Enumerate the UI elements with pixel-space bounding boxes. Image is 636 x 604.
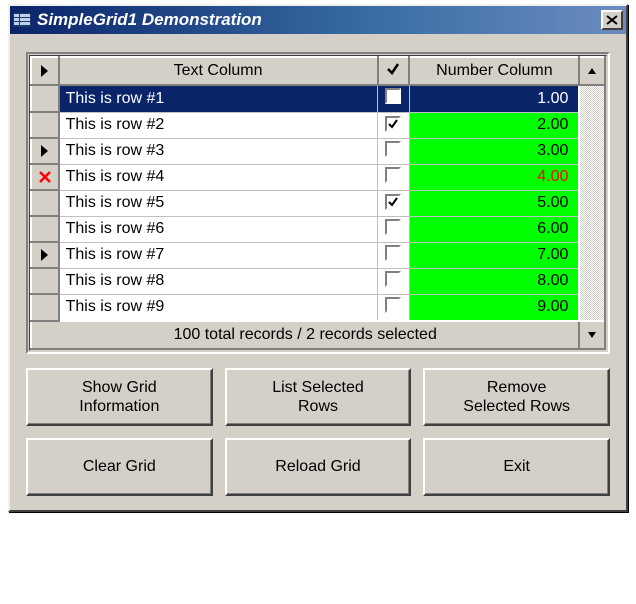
check-cell[interactable]: [378, 190, 410, 216]
scrollbar-track[interactable]: [579, 216, 605, 242]
number-cell[interactable]: 4.00: [409, 164, 579, 190]
row-checkbox[interactable]: [385, 194, 401, 210]
number-cell[interactable]: 2.00: [409, 112, 579, 138]
table-row[interactable]: This is row #4 4.00: [31, 164, 605, 190]
exit-button[interactable]: Exit: [423, 438, 610, 496]
text-cell[interactable]: This is row #5: [59, 190, 378, 216]
number-cell[interactable]: 1.00: [409, 85, 579, 112]
table-row[interactable]: This is row #8 8.00: [31, 268, 605, 294]
row-marker[interactable]: [31, 216, 59, 242]
row-checkbox[interactable]: [385, 297, 401, 313]
scrollbar-track[interactable]: [579, 85, 605, 112]
row-marker[interactable]: [31, 85, 59, 112]
table-row[interactable]: This is row #9 9.00: [31, 294, 605, 321]
check-cell[interactable]: [378, 112, 410, 138]
number-cell[interactable]: 7.00: [409, 242, 579, 268]
row-checkbox[interactable]: [385, 245, 401, 261]
row-checkbox[interactable]: [385, 167, 401, 183]
remove-selected-rows-button[interactable]: Remove Selected Rows: [423, 368, 610, 426]
row-marker[interactable]: [31, 190, 59, 216]
text-cell[interactable]: This is row #7: [59, 242, 378, 268]
column-header-text[interactable]: Text Column: [59, 57, 378, 85]
text-cell[interactable]: This is row #6: [59, 216, 378, 242]
column-header-marker[interactable]: [31, 57, 59, 85]
window-frame: SimpleGrid1 Demonstration: [8, 4, 628, 512]
row-marker[interactable]: [31, 164, 59, 190]
text-cell[interactable]: This is row #1: [59, 85, 378, 112]
table-row[interactable]: This is row #3 3.00: [31, 138, 605, 164]
check-cell[interactable]: [378, 268, 410, 294]
table-row[interactable]: This is row #1 1.00: [31, 85, 605, 112]
row-checkbox[interactable]: [385, 219, 401, 235]
text-cell[interactable]: This is row #9: [59, 294, 378, 321]
row-marker[interactable]: [31, 112, 59, 138]
scrollbar-track[interactable]: [579, 190, 605, 216]
column-header-checkbox[interactable]: [378, 57, 410, 85]
table-row[interactable]: This is row #7 7.00: [31, 242, 605, 268]
row-marker[interactable]: [31, 294, 59, 321]
number-cell[interactable]: 6.00: [409, 216, 579, 242]
check-cell[interactable]: [378, 85, 410, 112]
row-marker[interactable]: [31, 242, 59, 268]
scrollbar-track[interactable]: [579, 138, 605, 164]
reload-grid-button[interactable]: Reload Grid: [225, 438, 412, 496]
text-cell[interactable]: This is row #8: [59, 268, 378, 294]
data-grid[interactable]: Text Column Number Column This is row #1…: [30, 56, 606, 350]
scrollbar-track[interactable]: [579, 294, 605, 321]
table-row[interactable]: This is row #2 2.00: [31, 112, 605, 138]
scrollbar-track[interactable]: [579, 112, 605, 138]
check-cell[interactable]: [378, 216, 410, 242]
grid-panel: Text Column Number Column This is row #1…: [26, 52, 610, 354]
titlebar[interactable]: SimpleGrid1 Demonstration: [10, 6, 626, 34]
scroll-down-button[interactable]: [579, 321, 605, 349]
row-checkbox[interactable]: [385, 271, 401, 287]
check-cell[interactable]: [378, 164, 410, 190]
row-checkbox[interactable]: [385, 141, 401, 157]
table-row[interactable]: This is row #5 5.00: [31, 190, 605, 216]
number-cell[interactable]: 9.00: [409, 294, 579, 321]
scrollbar-track[interactable]: [579, 242, 605, 268]
text-cell[interactable]: This is row #2: [59, 112, 378, 138]
scrollbar-track[interactable]: [579, 164, 605, 190]
window-title: SimpleGrid1 Demonstration: [37, 10, 601, 30]
show-grid-info-button[interactable]: Show Grid Information: [26, 368, 213, 426]
text-cell[interactable]: This is row #4: [59, 164, 378, 190]
row-marker[interactable]: [31, 138, 59, 164]
scrollbar-track[interactable]: [579, 268, 605, 294]
table-row[interactable]: This is row #6 6.00: [31, 216, 605, 242]
grid-status: 100 total records / 2 records selected: [31, 321, 579, 349]
row-checkbox[interactable]: [385, 116, 401, 132]
scroll-up-button[interactable]: [579, 57, 605, 85]
list-selected-rows-button[interactable]: List Selected Rows: [225, 368, 412, 426]
row-marker[interactable]: [31, 268, 59, 294]
client-area: Text Column Number Column This is row #1…: [10, 34, 626, 510]
clear-grid-button[interactable]: Clear Grid: [26, 438, 213, 496]
number-cell[interactable]: 5.00: [409, 190, 579, 216]
close-button[interactable]: [601, 10, 623, 30]
app-icon: [13, 13, 31, 27]
check-cell[interactable]: [378, 242, 410, 268]
check-cell[interactable]: [378, 138, 410, 164]
number-cell[interactable]: 8.00: [409, 268, 579, 294]
button-panel: Show Grid Information List Selected Rows…: [26, 368, 610, 496]
check-cell[interactable]: [378, 294, 410, 321]
text-cell[interactable]: This is row #3: [59, 138, 378, 164]
number-cell[interactable]: 3.00: [409, 138, 579, 164]
column-header-number[interactable]: Number Column: [409, 57, 579, 85]
row-checkbox[interactable]: [385, 88, 401, 104]
